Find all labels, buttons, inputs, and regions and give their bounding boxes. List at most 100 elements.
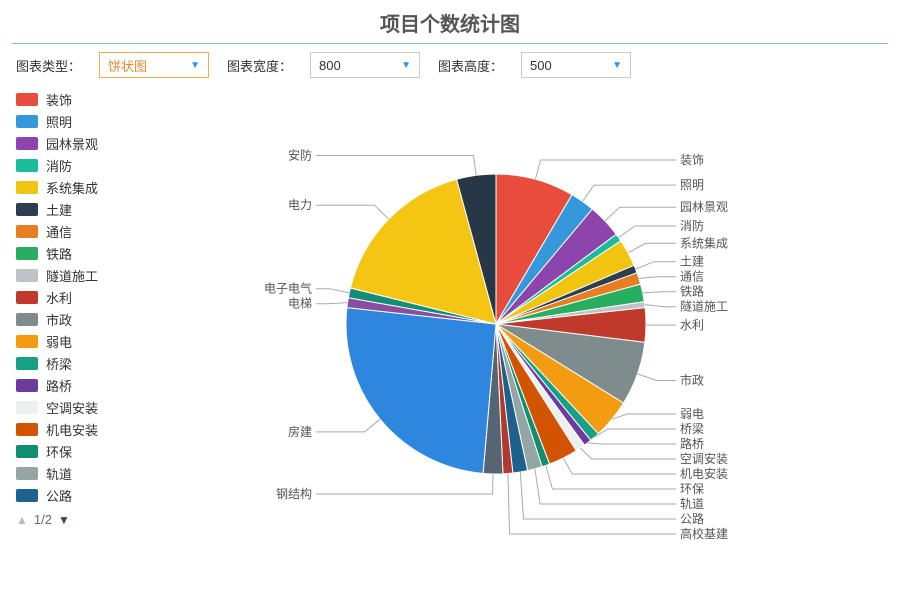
legend-swatch: [16, 247, 38, 260]
slice-label: 铁路: [680, 284, 704, 299]
legend-item[interactable]: 土建: [16, 198, 136, 220]
leader-line: [588, 443, 676, 444]
legend-swatch: [16, 93, 38, 106]
chart-width-value: 800: [319, 58, 341, 73]
chart-width-label: 图表宽度：: [227, 56, 292, 75]
legend-swatch: [16, 115, 38, 128]
legend-item[interactable]: 弱电: [16, 330, 136, 352]
legend-item[interactable]: 路桥: [16, 374, 136, 396]
legend-item[interactable]: 隧道施工: [16, 264, 136, 286]
slice-label: 隧道施工: [680, 299, 728, 314]
chart-height-select[interactable]: 500 ▼: [521, 52, 631, 78]
legend-item[interactable]: 环保: [16, 440, 136, 462]
slice-label: 安防: [288, 147, 312, 162]
legend-swatch: [16, 313, 38, 326]
chart-type-label: 图表类型：: [16, 56, 81, 75]
legend-swatch: [16, 335, 38, 348]
slice-label: 系统集成: [680, 235, 728, 250]
slice-label: 弱电: [680, 407, 704, 421]
legend-label: 空调安装: [46, 398, 98, 417]
legend-item[interactable]: 园林景观: [16, 132, 136, 154]
legend-item[interactable]: 轨道: [16, 462, 136, 484]
legend-swatch: [16, 357, 38, 370]
legend-swatch: [16, 445, 38, 458]
chart-type-value: 饼状图: [108, 56, 147, 75]
legend-item[interactable]: 公路: [16, 484, 136, 506]
slice-label: 钢结构: [276, 486, 312, 501]
legend-label: 通信: [46, 222, 72, 241]
leader-line: [316, 303, 348, 304]
leader-line: [595, 429, 676, 437]
leader-line: [637, 374, 676, 381]
legend-label: 隧道施工: [46, 266, 98, 285]
slice-label: 装饰: [680, 153, 704, 167]
slice-label: 电子电气: [264, 281, 312, 296]
legend-label: 路桥: [46, 376, 72, 395]
legend-item[interactable]: 水利: [16, 286, 136, 308]
chevron-down-icon: ▼: [612, 60, 622, 71]
leader-line: [316, 155, 476, 175]
chart-type-select[interactable]: 饼状图 ▼: [99, 52, 209, 78]
legend-swatch: [16, 423, 38, 436]
leader-line: [520, 472, 676, 519]
pie-slice[interactable]: [346, 308, 496, 474]
legend-label: 环保: [46, 442, 72, 461]
leader-line: [639, 277, 676, 279]
legend-swatch: [16, 203, 38, 216]
chart-width-select[interactable]: 800 ▼: [310, 52, 420, 78]
legend-label: 照明: [46, 112, 72, 131]
legend-item[interactable]: 空调安装: [16, 396, 136, 418]
chevron-down-icon: ▼: [401, 60, 411, 71]
pager-next-icon[interactable]: ▼: [58, 513, 70, 527]
leader-line: [580, 448, 676, 459]
slice-label: 环保: [680, 482, 704, 496]
legend-item[interactable]: 照明: [16, 110, 136, 132]
leader-line: [546, 465, 676, 489]
pager-prev-icon[interactable]: ▲: [16, 513, 28, 527]
leader-line: [643, 292, 676, 293]
legend-item[interactable]: 通信: [16, 220, 136, 242]
legend-item[interactable]: 市政: [16, 308, 136, 330]
legend-item[interactable]: 系统集成: [16, 176, 136, 198]
slice-label: 消防: [680, 218, 704, 233]
leader-line: [563, 458, 676, 474]
legend-swatch: [16, 489, 38, 502]
legend-pager: ▲1/2▼: [16, 512, 136, 527]
slice-label: 电力: [288, 198, 312, 212]
legend-label: 轨道: [46, 464, 72, 483]
leader-line: [645, 305, 676, 307]
leader-line: [316, 474, 493, 494]
slice-label: 轨道: [680, 497, 704, 511]
legend-item[interactable]: 装饰: [16, 88, 136, 110]
legend-swatch: [16, 379, 38, 392]
slice-label: 园林景观: [680, 200, 728, 214]
legend-label: 系统集成: [46, 178, 98, 197]
legend-item[interactable]: 机电安装: [16, 418, 136, 440]
leader-line: [316, 419, 380, 432]
legend-swatch: [16, 181, 38, 194]
leader-line: [535, 160, 676, 179]
legend: 装饰照明园林景观消防系统集成土建通信铁路隧道施工水利市政弱电桥梁路桥空调安装机电…: [16, 84, 136, 574]
leader-line: [628, 243, 676, 252]
legend-swatch: [16, 225, 38, 238]
slice-label: 机电安装: [680, 466, 728, 481]
legend-item[interactable]: 桥梁: [16, 352, 136, 374]
slice-label: 土建: [680, 255, 704, 269]
slice-label: 电梯: [288, 297, 312, 311]
legend-swatch: [16, 401, 38, 414]
legend-swatch: [16, 269, 38, 282]
legend-label: 土建: [46, 200, 72, 219]
leader-line: [636, 262, 676, 269]
pie-chart: 装饰照明园林景观消防系统集成土建通信铁路隧道施工水利市政弱电桥梁路桥空调安装机电…: [136, 84, 884, 574]
slice-label: 房建: [288, 424, 312, 439]
legend-swatch: [16, 159, 38, 172]
legend-item[interactable]: 消防: [16, 154, 136, 176]
slice-label: 市政: [680, 372, 704, 387]
chart-height-value: 500: [530, 58, 552, 73]
slice-label: 高校基建: [680, 526, 728, 541]
slice-label: 照明: [680, 178, 704, 192]
legend-item[interactable]: 铁路: [16, 242, 136, 264]
legend-swatch: [16, 291, 38, 304]
legend-label: 桥梁: [46, 354, 72, 373]
controls-bar: 图表类型： 饼状图 ▼ 图表宽度： 800 ▼ 图表高度： 500 ▼: [0, 52, 900, 84]
